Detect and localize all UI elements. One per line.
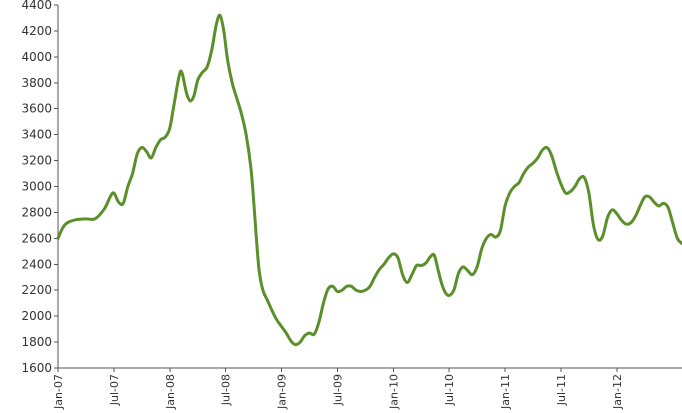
y-tick-label: 2200 bbox=[21, 283, 52, 297]
y-tick-label: 4200 bbox=[21, 24, 52, 38]
y-tick-label: 3000 bbox=[21, 180, 52, 194]
x-tick-label: Jan-10 bbox=[387, 374, 400, 410]
y-tick-label: 3800 bbox=[21, 76, 52, 90]
y-tick-label: 2000 bbox=[21, 309, 52, 323]
x-tick-label: Jul-08 bbox=[220, 374, 233, 406]
y-tick-label: 2600 bbox=[21, 231, 52, 245]
x-tick-label: Jul-10 bbox=[443, 374, 456, 406]
x-tick-label: Jul-09 bbox=[331, 374, 344, 406]
y-tick-label: 2400 bbox=[21, 257, 52, 271]
y-tick-label: 3400 bbox=[21, 128, 52, 142]
y-tick-label: 2800 bbox=[21, 205, 52, 219]
series-line bbox=[56, 13, 682, 347]
x-tick-label: Jan-12 bbox=[611, 374, 624, 410]
y-axis: 1600 1800 2000 2200 2400 2600 2800 3000 3200 3400… bbox=[21, 0, 59, 375]
y-tick-label: 4000 bbox=[21, 50, 52, 64]
y-tick-label: 3200 bbox=[21, 154, 52, 168]
x-tick-label: Jul-07 bbox=[108, 374, 121, 406]
x-tick-label: Jan-08 bbox=[164, 374, 177, 410]
x-tick-label: Jan-07 bbox=[52, 374, 65, 410]
y-tick-label: 1600 bbox=[21, 361, 52, 375]
series-layer bbox=[56, 13, 682, 347]
x-tick-label: Jan-09 bbox=[276, 374, 289, 410]
x-axis: Jan-07 Jul-07 Jan-08 Jul-08 Jan-09 Jul-09 Jan-… bbox=[52, 367, 682, 410]
x-tick-label: Jan-11 bbox=[499, 374, 512, 410]
y-tick-label: 4400 bbox=[21, 0, 52, 12]
x-tick-label: Jul-11 bbox=[555, 374, 568, 406]
y-tick-label: 1800 bbox=[21, 335, 52, 349]
y-tick-label: 3600 bbox=[21, 102, 52, 116]
